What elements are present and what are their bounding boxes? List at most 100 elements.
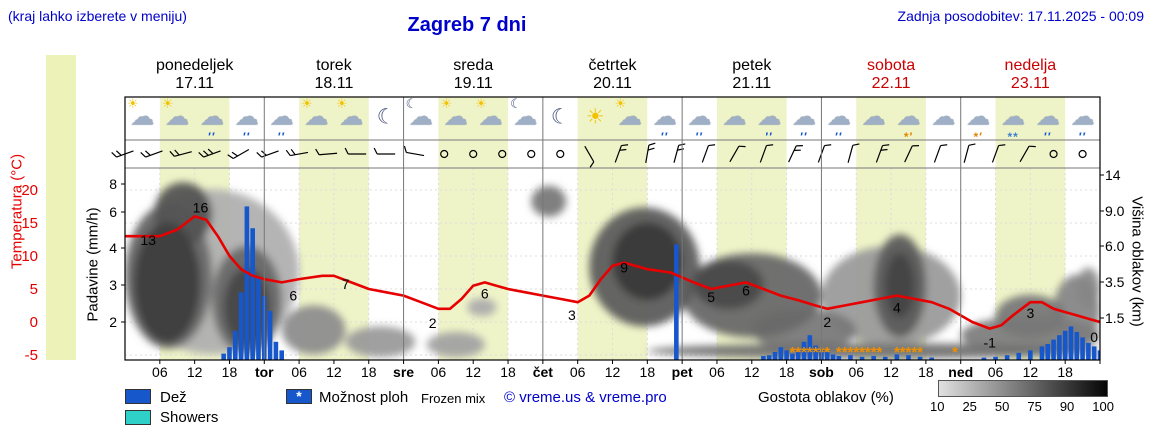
frozen-mix-icon: * (871, 344, 877, 361)
hour-label: 06 (570, 364, 586, 380)
rain-bar (1004, 355, 1010, 360)
cloud-icon: ☁ (165, 103, 190, 131)
day-abbrev-label: čet (533, 364, 554, 380)
rain-swatch (125, 389, 151, 404)
frozen-mix-icon: * (789, 344, 795, 361)
temperature-label: 0 (1090, 329, 1098, 345)
frozen-mix-legend-label: Frozen mix (421, 391, 486, 406)
cloud-icon: ☁ (896, 103, 921, 131)
hour-label: 06 (152, 364, 168, 380)
weather-icon-rain: ☁ ′′ (787, 98, 822, 144)
wind-barb-icon (614, 144, 629, 163)
density-value: 90 (1059, 399, 1075, 414)
rain-bar (1074, 331, 1080, 360)
temperature-label: 6 (481, 285, 489, 301)
moon-icon: ☾ (376, 105, 396, 129)
wind-barb-icon (584, 145, 595, 168)
rain-bar (790, 353, 795, 360)
temperature-label: 2 (823, 314, 831, 330)
rain-bar (894, 354, 900, 360)
sun-icon: ☀ (301, 96, 313, 111)
weather-icon-partly-moon: ☾ ☁ (404, 96, 439, 140)
weather-icon-cloud: ☁ (717, 98, 752, 140)
wind-barb-icon (1019, 145, 1036, 163)
mix-icon: *′ (903, 130, 914, 144)
day-name: sreda (453, 57, 493, 74)
wind-barb-icon (285, 148, 309, 157)
menu-hint-note: (kraj lahko izberete v meniju) (8, 8, 187, 24)
weather-icon-rain: ☁ ′′ (264, 98, 299, 144)
hour-label: 18 (640, 364, 656, 380)
hour-label: 06 (848, 364, 864, 380)
cloud-blob (426, 332, 485, 358)
rain-bar (813, 345, 818, 360)
drops-icon: ′′ (660, 130, 669, 144)
copyright-link[interactable]: © vreme.us & vreme.pro (504, 389, 667, 406)
rain-bar (830, 354, 836, 360)
cloud-height-tick: 6.0 (1105, 238, 1125, 254)
day-date: 21.11 (732, 75, 771, 92)
rain-bar (1039, 346, 1045, 360)
temperature-label: 4 (893, 300, 901, 316)
density-value: 100 (1092, 399, 1114, 414)
page-title: Zagreb 7 dni (407, 14, 527, 36)
rain-bar (1086, 342, 1091, 360)
rain-bar (1057, 335, 1062, 360)
frozen-mix-icon: * (911, 344, 917, 361)
hour-label: 18 (361, 364, 377, 380)
rain-bar (801, 341, 807, 360)
rain-bar (1080, 337, 1085, 360)
cloud-icon: ☁ (792, 103, 817, 131)
sun-icon: ☀ (335, 96, 348, 111)
rain-bar (1097, 350, 1100, 360)
wind-barb-icon (645, 142, 656, 163)
hour-label: 12 (605, 364, 621, 380)
calm-wind-icon (1049, 149, 1058, 159)
rain-bar (227, 347, 232, 360)
day-name: sobota (867, 57, 915, 74)
calm-wind-icon (556, 149, 565, 159)
weather-icon-rain: ☁ ′′ (682, 98, 717, 144)
rain-bar (1045, 344, 1051, 360)
rain-bar (256, 277, 261, 360)
wind-barb-icon (847, 143, 860, 163)
cloud-icon: ☁ (722, 103, 747, 131)
weather-icon-rain: ☁ ′′ (752, 98, 787, 144)
sun-icon: ☀ (440, 96, 453, 111)
weather-icon-cloud: ☁ (926, 98, 961, 140)
sun-icon: ☀ (475, 96, 487, 111)
rain-bar (232, 330, 238, 360)
chart-frame (121, 96, 1104, 364)
cloud-icon: ☁ (1070, 103, 1095, 131)
wind-barb-icon (227, 148, 250, 160)
cloud-icon: ☁ (652, 103, 677, 131)
cloud-blob (345, 326, 416, 358)
frozen-mix-icon: * (801, 344, 807, 361)
rain-bar (795, 352, 801, 360)
drops-icon: ′′ (765, 130, 774, 144)
cloud-icon: ☁ (409, 103, 434, 131)
day-abbrev-label: ned (948, 364, 973, 380)
rain-bar (871, 356, 876, 360)
drops-icon: ′′ (695, 130, 704, 144)
wind-barb-icon (991, 144, 1006, 163)
rain-bar (778, 347, 784, 360)
hour-label: 06 (431, 364, 447, 380)
rain-bar (1091, 346, 1097, 360)
cloud-icon: ☁ (687, 103, 712, 131)
mix-icon: *′ (973, 130, 984, 144)
frozen-mix-icon: * (917, 344, 923, 361)
rain-bar (1068, 326, 1074, 360)
drops-icon: ′′ (208, 130, 216, 144)
hour-label: 06 (709, 364, 725, 380)
frozen-mix-icon: * (813, 344, 819, 361)
rain-bar (772, 352, 778, 360)
temperature-tick: -5 (25, 347, 38, 364)
moon-icon: ☾ (550, 105, 570, 129)
showers-swatch (125, 410, 151, 425)
weather-icon-partly-sun: ☀ ☁ (160, 96, 195, 140)
cloud-icon: ☁ (1035, 103, 1060, 131)
weather-icon-snow: ☁ ** (996, 98, 1031, 144)
